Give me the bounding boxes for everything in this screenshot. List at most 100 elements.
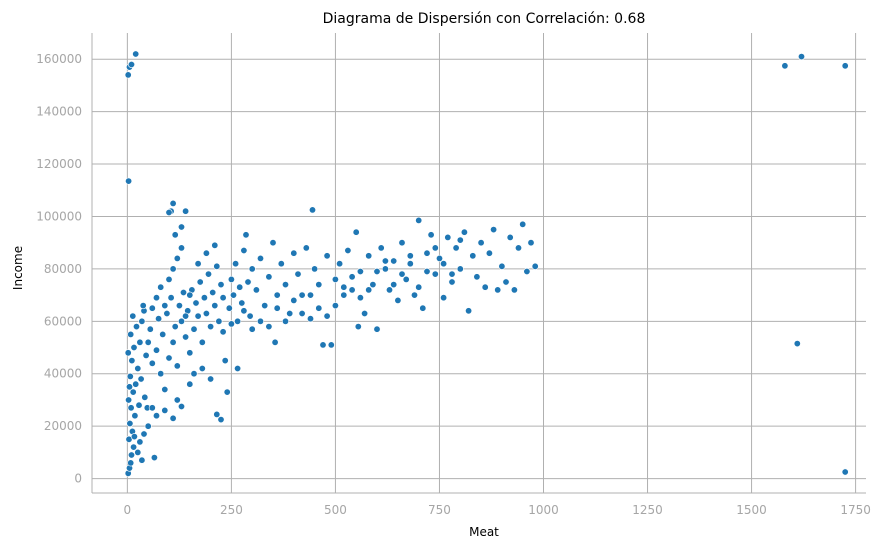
data-point (134, 448, 142, 456)
data-point (331, 302, 339, 310)
y-tick-label: 160000 (36, 52, 82, 66)
data-point (290, 249, 298, 257)
data-point (373, 267, 381, 275)
data-point (163, 309, 171, 317)
data-point (456, 236, 464, 244)
data-point (157, 283, 165, 291)
data-point (165, 275, 173, 283)
data-point (173, 396, 181, 404)
y-tick-label: 80000 (44, 262, 82, 276)
data-point (242, 231, 250, 239)
x-tick-label: 0 (124, 503, 132, 517)
data-point (182, 333, 190, 341)
data-point (308, 206, 316, 214)
data-point (198, 338, 206, 346)
data-point (402, 275, 410, 283)
data-point (236, 283, 244, 291)
data-point (136, 438, 144, 446)
data-point (527, 239, 535, 247)
data-point (781, 62, 789, 70)
data-point (294, 270, 302, 278)
data-point (423, 249, 431, 257)
data-point (494, 286, 502, 294)
data-point (169, 199, 177, 207)
data-point (281, 281, 289, 289)
data-point (348, 273, 356, 281)
data-point (306, 291, 314, 299)
data-point (136, 338, 144, 346)
data-point (213, 410, 221, 418)
data-point (352, 228, 360, 236)
data-point (273, 304, 281, 312)
data-point (440, 260, 448, 268)
data-point (419, 304, 427, 312)
data-point (190, 370, 198, 378)
data-point (180, 288, 188, 296)
data-point (477, 239, 485, 247)
axes-spines (91, 33, 866, 494)
data-point (194, 260, 202, 268)
data-point (159, 330, 167, 338)
data-point (225, 304, 233, 312)
data-point (175, 302, 183, 310)
data-point (431, 244, 439, 252)
data-point (135, 401, 143, 409)
data-point (132, 380, 140, 388)
data-point (148, 304, 156, 312)
data-point (354, 323, 362, 331)
data-point (306, 315, 314, 323)
data-point (161, 385, 169, 393)
data-point (173, 362, 181, 370)
data-point (390, 257, 398, 265)
data-point (271, 338, 279, 346)
data-point (178, 244, 186, 252)
data-point (315, 281, 323, 289)
data-point (186, 380, 194, 388)
data-point (502, 278, 510, 286)
data-point (344, 247, 352, 255)
data-point (182, 207, 190, 215)
data-point (169, 338, 177, 346)
y-axis-label: Income (11, 246, 25, 290)
data-point (485, 249, 493, 257)
data-point (256, 254, 264, 262)
data-point (202, 249, 210, 257)
data-point (246, 312, 254, 320)
data-point (127, 404, 135, 412)
data-point (221, 357, 229, 365)
data-point (215, 317, 223, 325)
data-point (390, 281, 398, 289)
data-point (227, 275, 235, 283)
data-point (261, 302, 269, 310)
data-point (452, 244, 460, 252)
data-point (194, 312, 202, 320)
data-point (125, 177, 133, 185)
data-point (298, 291, 306, 299)
y-tick-label: 120000 (36, 157, 82, 171)
data-point (448, 278, 456, 286)
data-point (369, 281, 377, 289)
data-point (209, 288, 217, 296)
data-point (207, 323, 215, 331)
data-point (331, 275, 339, 283)
y-tick-label: 60000 (44, 314, 82, 328)
data-point (178, 317, 186, 325)
data-point (155, 315, 163, 323)
data-point (157, 370, 165, 378)
data-point (340, 291, 348, 299)
data-point (465, 307, 473, 315)
data-point (234, 317, 242, 325)
data-point (182, 312, 190, 320)
data-point (356, 294, 364, 302)
grid (92, 33, 866, 493)
data-point (238, 299, 246, 307)
data-point (841, 62, 849, 70)
y-tick-label: 100000 (36, 209, 82, 223)
data-point (141, 393, 149, 401)
y-tick-label: 0 (74, 472, 82, 486)
data-point (128, 451, 136, 459)
data-point (410, 291, 418, 299)
data-point (514, 244, 522, 252)
data-point (146, 325, 154, 333)
data-point (323, 312, 331, 320)
